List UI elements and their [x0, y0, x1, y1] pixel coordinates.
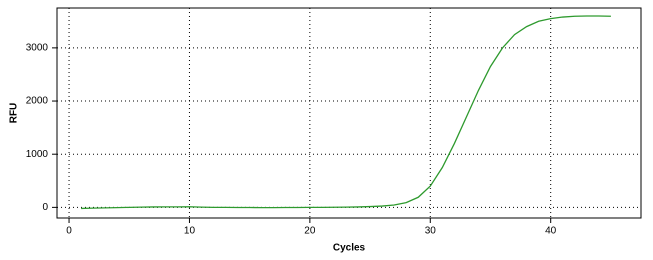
y-axis-label: RFU [9, 103, 20, 124]
y-tick-label: 1000 [26, 149, 49, 160]
plot-border [56, 7, 642, 219]
plot-area [57, 8, 641, 218]
x-tick-label: 20 [304, 226, 316, 237]
x-tick-label: 0 [66, 226, 72, 237]
x-tick-label: 40 [545, 226, 557, 237]
x-tick-label: 10 [184, 226, 196, 237]
y-tick-label: 3000 [26, 43, 49, 54]
x-axis-label: Cycles [333, 243, 366, 254]
y-tick-label: 0 [42, 202, 48, 213]
y-tick-label: 2000 [26, 96, 49, 107]
x-tick-label: 30 [425, 226, 437, 237]
data-line [81, 15, 611, 210]
